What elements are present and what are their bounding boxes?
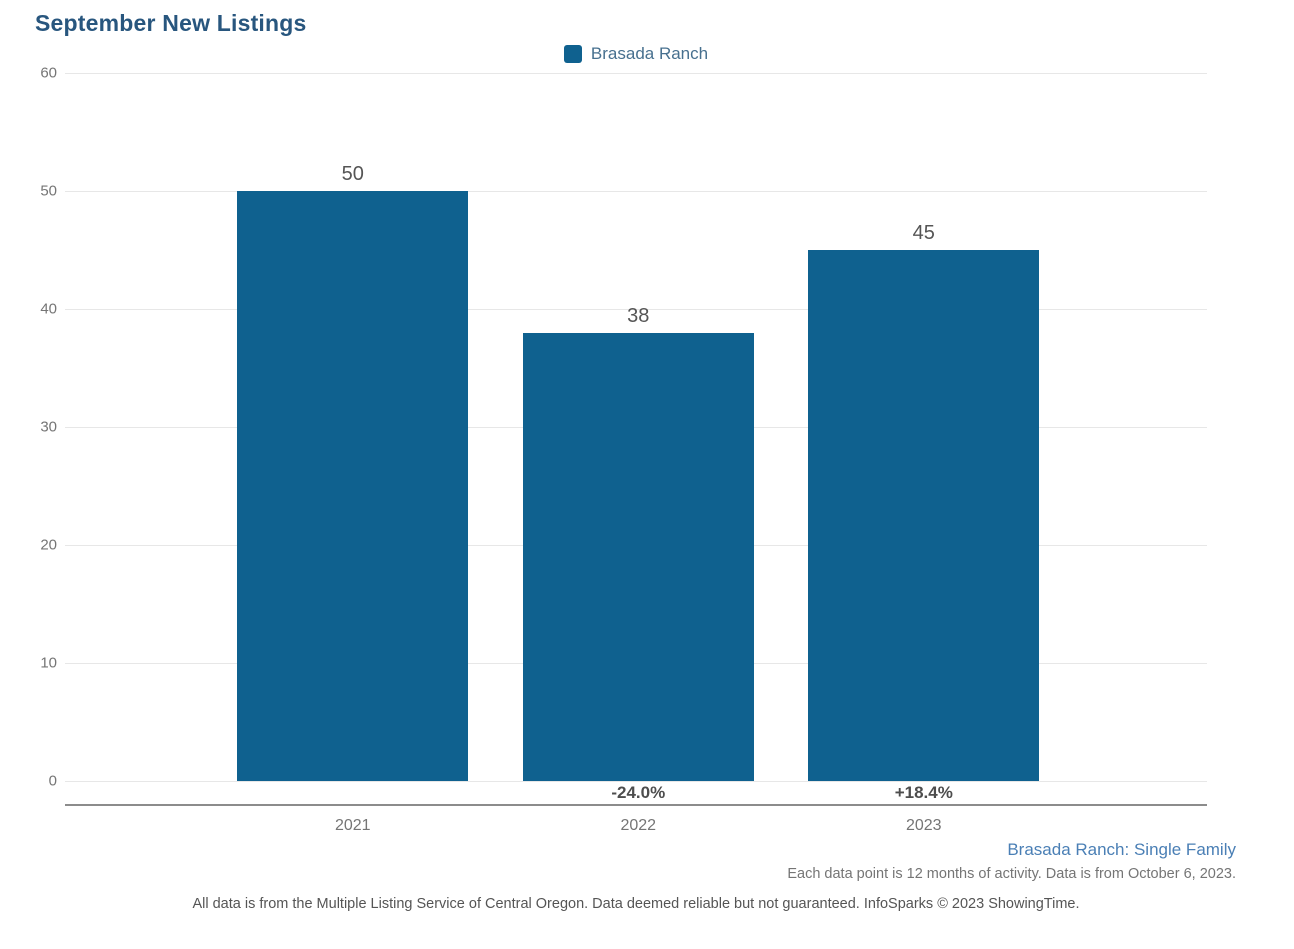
x-tick-label: 2021	[334, 817, 371, 834]
footer-right: Brasada Ranch: Single Family Each data p…	[787, 840, 1236, 882]
x-axis-line	[65, 804, 1207, 806]
y-axis: 0 10 20 30 40 50 60	[0, 65, 57, 790]
bar-2021[interactable]: 50	[237, 163, 469, 781]
y-tick-label: 30	[40, 418, 57, 436]
pct-change-label: -24.0%	[611, 783, 666, 802]
series-note: Brasada Ranch: Single Family	[1007, 840, 1236, 859]
legend-item-brasada-ranch[interactable]: Brasada Ranch	[65, 43, 1207, 65]
pct-change-row: -24.0% +18.4%	[65, 783, 1207, 803]
gridline	[65, 73, 1207, 74]
legend-swatch-icon	[563, 45, 582, 63]
legend-label: Brasada Ranch	[590, 44, 709, 63]
bar-value-label: 50	[341, 163, 364, 185]
gridline	[65, 781, 1207, 782]
y-tick-label: 50	[40, 182, 57, 200]
data-note: Each data point is 12 months of activity…	[787, 866, 1236, 882]
gridline	[65, 309, 1207, 310]
bar-value-label: 38	[627, 304, 650, 327]
bar-2023[interactable]: 45	[808, 222, 1040, 781]
bar-value-label: 45	[912, 222, 935, 244]
pct-change-label: +18.4%	[894, 783, 953, 802]
chart-title: September New Listings	[35, 10, 307, 36]
gridline	[65, 191, 1207, 192]
plot-area: 50 38 45	[65, 73, 1207, 782]
x-tick-label: 2023	[905, 817, 942, 834]
bar-2022[interactable]: 38	[522, 305, 754, 781]
y-tick-label: 10	[40, 654, 57, 672]
y-tick-label: 40	[40, 300, 57, 318]
disclaimer: All data is from the Multiple Listing Se…	[192, 896, 1080, 912]
y-tick-label: 20	[40, 536, 57, 554]
y-tick-label: 0	[48, 772, 57, 790]
x-axis-labels: 2021 2022 2023	[65, 817, 1207, 837]
x-tick-label: 2022	[620, 817, 657, 834]
y-tick-label: 60	[40, 64, 57, 82]
